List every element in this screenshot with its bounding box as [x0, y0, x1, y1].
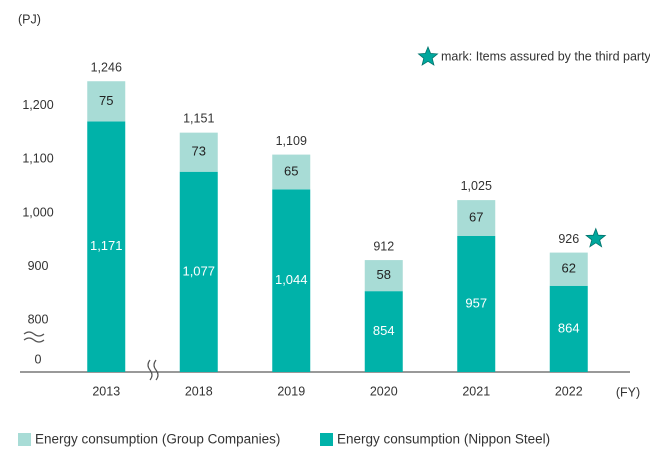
x-tick-label: 2019 [277, 384, 305, 398]
bar-segment [549, 285, 588, 372]
data-label: 62 [562, 261, 576, 276]
total-label: 926 [558, 232, 579, 246]
bar-segment [549, 252, 588, 286]
total-label: 1,151 [183, 111, 214, 125]
legend-swatch [18, 433, 31, 446]
data-label: 67 [469, 209, 483, 224]
y-tick-label: 1,200 [22, 98, 53, 112]
y-unit: (PJ) [18, 12, 41, 26]
note-star [417, 45, 439, 66]
total-label: 1,246 [91, 61, 122, 75]
y-axis-break [23, 331, 45, 343]
x-tick-label: 2020 [370, 384, 398, 398]
x-tick-label: 2021 [462, 384, 490, 398]
bar-segment [87, 121, 126, 372]
data-label: 1,077 [182, 263, 215, 278]
data-label: 73 [192, 144, 206, 159]
data-label: 58 [377, 267, 391, 282]
total-label: 1,025 [461, 179, 492, 193]
bar-segment [457, 235, 496, 372]
bar-segment [87, 81, 126, 122]
x-tick-label: 2018 [185, 384, 213, 398]
data-label: 864 [558, 320, 580, 335]
x-tick-label: 2013 [92, 384, 120, 398]
data-label: 1,044 [275, 272, 308, 287]
data-label: 65 [284, 163, 298, 178]
data-label: 957 [465, 295, 487, 310]
bar-segment [457, 200, 496, 236]
y-tick-label: 900 [28, 259, 49, 273]
bar-segment [272, 154, 311, 190]
total-label: 1,109 [276, 134, 307, 148]
bar-segment [364, 260, 403, 292]
bar-segment [272, 189, 311, 372]
legend-swatch [320, 433, 333, 446]
y-tick-label: 1,000 [22, 205, 53, 219]
x-tick-label: 2022 [555, 384, 583, 398]
assured-star [585, 227, 607, 248]
data-label: 854 [373, 323, 395, 338]
bar-segment [364, 291, 403, 372]
total-label: 912 [373, 239, 394, 253]
data-label: 1,171 [90, 238, 123, 253]
bar-segment [179, 171, 218, 372]
data-label: 75 [99, 93, 113, 108]
y-tick-label: 800 [28, 312, 49, 326]
y-tick-label: 0 [35, 352, 42, 366]
x-axis-break [147, 359, 159, 381]
bar-segment [179, 132, 218, 172]
legend-label: Energy consumption (Group Companies) [35, 432, 280, 447]
y-tick-label: 1,100 [22, 152, 53, 166]
note-text: mark: Items assured by the third party [441, 49, 650, 63]
legend-label: Energy consumption (Nippon Steel) [337, 432, 550, 447]
x-unit: (FY) [616, 385, 640, 399]
